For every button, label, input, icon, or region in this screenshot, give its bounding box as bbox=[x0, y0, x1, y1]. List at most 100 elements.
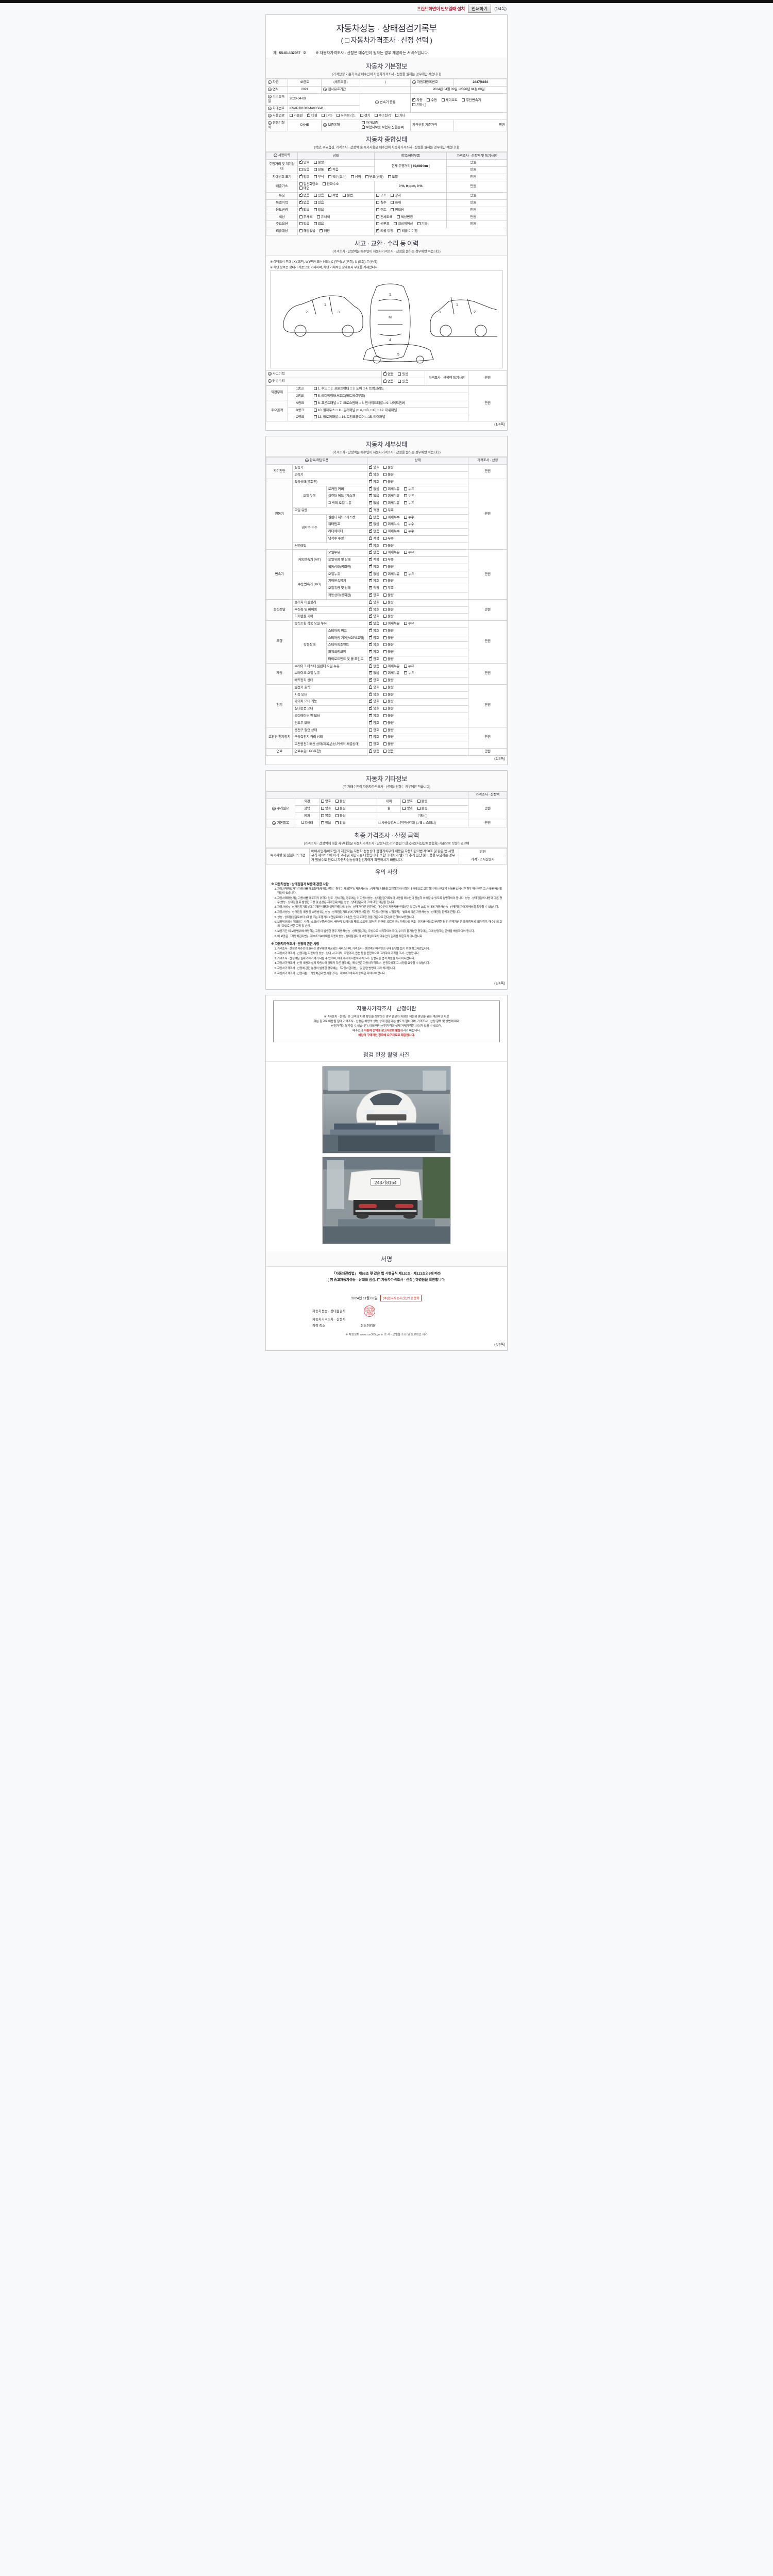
opt-good[interactable]: 양호 bbox=[369, 606, 379, 613]
fuel-opt-lpg[interactable]: LPG bbox=[322, 113, 332, 118]
opt-good[interactable]: 양호 bbox=[369, 699, 379, 704]
simple-opt-none[interactable]: 없음 bbox=[383, 378, 394, 384]
car-body-diagram[interactable]: 1 2 3 1 M 4 1 3 2 5 bbox=[276, 273, 497, 366]
special-opt-yes[interactable]: 있음 bbox=[313, 201, 324, 206]
vin-opt-good[interactable]: 양호 bbox=[299, 174, 309, 180]
vin-opt-altered[interactable]: 변조(변타) bbox=[365, 175, 383, 180]
frame-a-items[interactable]: 6. 프론트패널 □ 7. 크로스멤버 □ 8. 인사이드패널 □ 9. 사이드… bbox=[311, 399, 469, 408]
vin-opt-corrosion[interactable]: 부식 bbox=[313, 175, 324, 180]
special-opt-fire[interactable]: 화재 bbox=[391, 201, 401, 206]
opt-leak[interactable]: 누수 bbox=[404, 522, 414, 527]
opt-bad[interactable]: 불량 bbox=[383, 700, 394, 704]
mileage-opt-good[interactable]: 양호 bbox=[299, 160, 309, 165]
opt-bad[interactable]: 불량 bbox=[383, 480, 394, 485]
recall-opt-notdone[interactable]: 리콜 미이행 bbox=[397, 229, 417, 234]
opt-bad[interactable]: 불량 bbox=[383, 721, 394, 726]
opt-minor[interactable]: 미세누유 bbox=[383, 664, 400, 669]
opt-yes[interactable]: 있음 bbox=[321, 821, 331, 826]
opt-bad[interactable]: 불량 bbox=[335, 800, 346, 804]
opt-bad[interactable]: 불량 bbox=[417, 807, 427, 811]
opt-leak[interactable]: 누수 bbox=[404, 530, 414, 534]
opt-minor[interactable]: 미세누유 bbox=[383, 622, 400, 626]
opt-none[interactable]: 없음 bbox=[369, 748, 379, 754]
opt-good[interactable]: 양호 bbox=[369, 649, 379, 655]
opt-leak[interactable]: 누유 bbox=[404, 671, 414, 676]
opt-good[interactable]: 양호 bbox=[369, 628, 379, 634]
vin-opt-different[interactable]: 상이 bbox=[350, 175, 361, 180]
opt-low[interactable]: 부족 bbox=[383, 558, 394, 563]
frame-b-items[interactable]: 10. 휠하우스 □ 11. 필러패널 (□ A, □ B, □ C) □ 12… bbox=[311, 406, 469, 415]
fuel-opt-hydrogen[interactable]: 수소전기 bbox=[374, 113, 391, 118]
opt-minor[interactable]: 미세누유 bbox=[383, 551, 400, 555]
opt-minor[interactable]: 미세누수 bbox=[383, 515, 400, 520]
opt-bad[interactable]: 불량 bbox=[383, 643, 394, 648]
opt-bad[interactable]: 불량 bbox=[383, 650, 394, 655]
opt-good[interactable]: 양호 bbox=[369, 599, 379, 605]
opt-minor[interactable]: 미세누유 bbox=[383, 501, 400, 506]
trans-opt-other[interactable]: 기타 ( ) bbox=[412, 103, 426, 108]
recall-opt-na[interactable]: 해당없음 bbox=[299, 229, 315, 234]
emission-opt-co[interactable]: 일산화탄소 bbox=[299, 182, 318, 187]
opt-leak[interactable]: 누수 bbox=[404, 515, 414, 520]
opt-good[interactable]: 양호 bbox=[369, 642, 379, 648]
opt-bad[interactable]: 불량 bbox=[335, 807, 346, 811]
color-opt-achromatic[interactable]: 무채색 bbox=[299, 215, 312, 220]
opt-bad[interactable]: 불량 bbox=[383, 679, 394, 683]
opt-good[interactable]: 양호 bbox=[369, 713, 379, 719]
opt-leak[interactable]: 누유 bbox=[404, 572, 414, 577]
opt-bad[interactable]: 불량 bbox=[383, 600, 394, 605]
opt-none[interactable]: 없음 bbox=[369, 529, 379, 534]
opt-none[interactable]: 없음 bbox=[369, 500, 379, 506]
tuning-opt-yes[interactable]: 있음 bbox=[313, 194, 324, 198]
opt-minor[interactable]: 미세누수 bbox=[383, 530, 400, 534]
opt-yes[interactable]: 있음 bbox=[383, 749, 394, 754]
mileage-opt-many[interactable]: 많음 bbox=[299, 168, 309, 173]
vin-opt-damage[interactable]: 훼손(오손) bbox=[328, 175, 346, 180]
opt-good[interactable]: 양호 bbox=[369, 465, 379, 470]
opt-bad[interactable]: 불량 bbox=[417, 800, 427, 804]
opt-minor[interactable]: 미세누유 bbox=[383, 671, 400, 676]
opt-bad[interactable]: 불량 bbox=[383, 728, 394, 733]
special-opt-none[interactable]: 없음 bbox=[299, 200, 309, 206]
opt-good[interactable]: 양호 bbox=[369, 720, 379, 726]
opt-good[interactable]: 양호 bbox=[369, 735, 379, 740]
usage-opt-commercial[interactable]: 영업용 bbox=[391, 208, 404, 213]
opt-bad[interactable]: 불량 bbox=[335, 814, 346, 819]
opt-good[interactable]: 양호 bbox=[369, 706, 379, 711]
opt-good[interactable]: 양호 bbox=[369, 684, 379, 690]
opt-bad[interactable]: 불량 bbox=[383, 707, 394, 711]
opt-bad[interactable]: 불량 bbox=[383, 629, 394, 634]
tuning-opt-structure[interactable]: 구조 bbox=[376, 194, 386, 198]
opt-leak[interactable]: 누유 bbox=[404, 551, 414, 555]
special-opt-flood[interactable]: 침수 bbox=[376, 201, 386, 206]
opt-good[interactable]: 양호 bbox=[369, 656, 379, 662]
opt-good[interactable]: 양호 bbox=[369, 728, 379, 733]
print-button[interactable]: 인쇄하기 bbox=[467, 5, 492, 13]
opt-bad[interactable]: 불량 bbox=[383, 472, 394, 478]
opt-bad[interactable]: 불량 bbox=[383, 565, 394, 570]
opt-bad[interactable]: 불량 bbox=[383, 657, 394, 662]
opt-none[interactable]: 없음 bbox=[369, 521, 379, 527]
opt-bad[interactable]: 불량 bbox=[383, 735, 394, 740]
opt-good[interactable]: 양호 bbox=[321, 800, 331, 804]
usage-opt-yes[interactable]: 있음 bbox=[313, 208, 324, 213]
opt-good[interactable]: 양호 bbox=[321, 814, 331, 819]
opt-minor[interactable]: 미세누유 bbox=[383, 572, 400, 577]
trans-opt-auto[interactable]: 자동 bbox=[412, 97, 423, 103]
options-opt-other[interactable]: 기타 bbox=[417, 222, 427, 227]
fuel-opt-diesel[interactable]: 디젤 bbox=[307, 112, 317, 118]
frame-c-items[interactable]: 13. 플로어패널 □ 14. 트렁크플로어 □ 15. 리어패널 bbox=[311, 414, 469, 422]
opt-minor[interactable]: 미세누유 bbox=[383, 487, 400, 492]
emission-opt-smoke[interactable]: 매연 bbox=[299, 187, 309, 191]
opt-bad[interactable]: 불량 bbox=[383, 636, 394, 641]
acc-opt-none[interactable]: 없음 bbox=[383, 371, 394, 377]
color-opt-chromatic[interactable]: 유채색 bbox=[316, 215, 330, 220]
opt-bad[interactable]: 불량 bbox=[383, 742, 394, 747]
opt-none[interactable]: 없음 bbox=[335, 821, 346, 826]
opt-leak[interactable]: 누유 bbox=[404, 664, 414, 669]
opt-good[interactable]: 양호 bbox=[402, 800, 413, 804]
tuning-opt-illegal[interactable]: 불법 bbox=[343, 194, 353, 198]
opt-minor[interactable]: 미세누수 bbox=[383, 522, 400, 527]
opt-none[interactable]: 없음 bbox=[369, 493, 379, 499]
opt-good[interactable]: 양호 bbox=[321, 807, 331, 811]
